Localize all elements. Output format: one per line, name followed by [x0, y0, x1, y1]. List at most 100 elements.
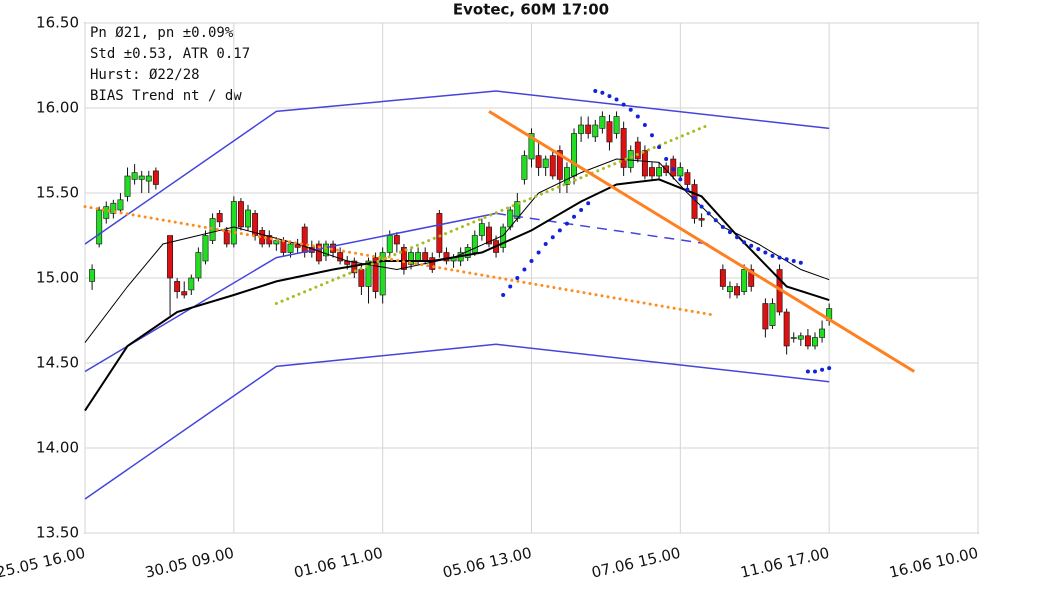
sar-dot — [515, 276, 520, 280]
y-tick-label: 15.00 — [36, 269, 79, 287]
sar-dot — [827, 366, 832, 371]
candle-body — [762, 303, 769, 330]
candle-body — [323, 243, 329, 257]
sar-dot — [812, 369, 817, 374]
candle-body — [167, 235, 174, 279]
candle-body — [209, 218, 216, 241]
candle-body — [741, 269, 748, 292]
candle-body — [393, 235, 400, 245]
sar-dot — [784, 257, 789, 262]
x-tick-label: 25.05 16.00 — [0, 544, 87, 582]
info-text: Hurst: Ø22/28 — [90, 67, 200, 83]
y-tick-label: 14.00 — [36, 439, 79, 457]
candle-body — [535, 155, 542, 168]
sar-dot — [692, 196, 697, 201]
sar-dot — [614, 97, 619, 102]
candle-body — [563, 167, 570, 185]
info-text: BIAS Trend nt / dw — [90, 88, 242, 104]
candle-body — [790, 337, 797, 339]
candle-body — [549, 155, 556, 177]
candle-body — [400, 247, 407, 270]
y-tick-label: 13.50 — [36, 524, 79, 542]
sar-dot — [720, 225, 725, 229]
candle-body — [556, 150, 563, 180]
sar-dot — [508, 284, 513, 289]
info-text: Std ±0.53, ATR 0.17 — [90, 46, 250, 62]
candle-body — [649, 167, 655, 177]
sar-dot — [678, 177, 683, 182]
candle-body — [443, 252, 450, 262]
indicator-line — [84, 178, 830, 412]
candle-body — [273, 240, 280, 245]
sar-dot — [791, 259, 796, 263]
x-tick-label: 11.06 17.00 — [739, 544, 831, 582]
sar-dot — [763, 250, 768, 255]
candle-body — [365, 260, 372, 287]
sar-dot — [522, 267, 527, 272]
candle-body — [138, 175, 145, 180]
sar-dot — [699, 204, 704, 209]
candle-body — [691, 184, 698, 219]
y-tick-label: 14.50 — [36, 354, 79, 372]
candle-body — [656, 167, 663, 177]
sar-dot — [501, 293, 506, 297]
sar-dot — [543, 242, 548, 246]
candle-body — [592, 124, 599, 138]
candle-body — [613, 116, 620, 134]
sar-dot — [557, 228, 562, 233]
indicator-line — [274, 123, 711, 305]
sar-dot — [649, 133, 654, 138]
candle-body — [486, 226, 492, 245]
candle-body — [585, 124, 592, 134]
candle-body — [152, 170, 159, 185]
y-tick-label: 16.00 — [36, 99, 79, 117]
candle-body — [110, 202, 117, 214]
candle-body — [96, 209, 103, 245]
candle-body — [188, 277, 195, 291]
candle-body — [528, 133, 535, 160]
sar-dot — [671, 167, 676, 172]
indicator-line — [84, 343, 830, 500]
candle-body — [812, 337, 818, 347]
sar-dot — [564, 221, 569, 226]
sar-dot — [579, 208, 584, 212]
candle-body — [698, 218, 705, 221]
candle-body — [797, 335, 804, 340]
sar-dot — [727, 230, 732, 235]
candle-body — [195, 252, 202, 279]
candle-body — [634, 141, 641, 160]
candle-body — [145, 175, 152, 182]
candle-body — [124, 175, 131, 197]
candle-body — [734, 286, 740, 296]
candle-body — [415, 252, 422, 262]
chart-title: Evotec, 60M 17:00 — [453, 1, 609, 19]
sar-dot — [572, 214, 577, 219]
candle-body — [245, 209, 251, 228]
sar-dot — [621, 102, 626, 107]
y-tick-label: 16.50 — [36, 14, 79, 32]
candle-body — [223, 230, 230, 245]
candle-body — [819, 328, 826, 338]
sar-dot — [756, 247, 761, 252]
sar-dot — [777, 255, 782, 260]
candle-body — [478, 223, 485, 236]
candle-body — [719, 269, 726, 287]
candle-body — [280, 240, 287, 253]
candle-body — [131, 172, 138, 180]
x-tick-label: 05.06 13.00 — [441, 544, 533, 582]
sar-dot — [529, 259, 534, 263]
candle-body — [230, 201, 237, 245]
candle-body — [237, 201, 244, 228]
sar-dot — [713, 218, 718, 223]
candle-body — [620, 128, 627, 168]
candle-body — [429, 257, 436, 270]
candle-body — [726, 286, 733, 292]
indicator-line — [495, 212, 709, 245]
sar-dot — [600, 90, 605, 95]
candle-body — [471, 235, 478, 253]
candle-body — [379, 252, 386, 296]
sar-dot — [628, 107, 633, 112]
candle-body — [804, 335, 811, 347]
sar-dot — [586, 201, 591, 206]
